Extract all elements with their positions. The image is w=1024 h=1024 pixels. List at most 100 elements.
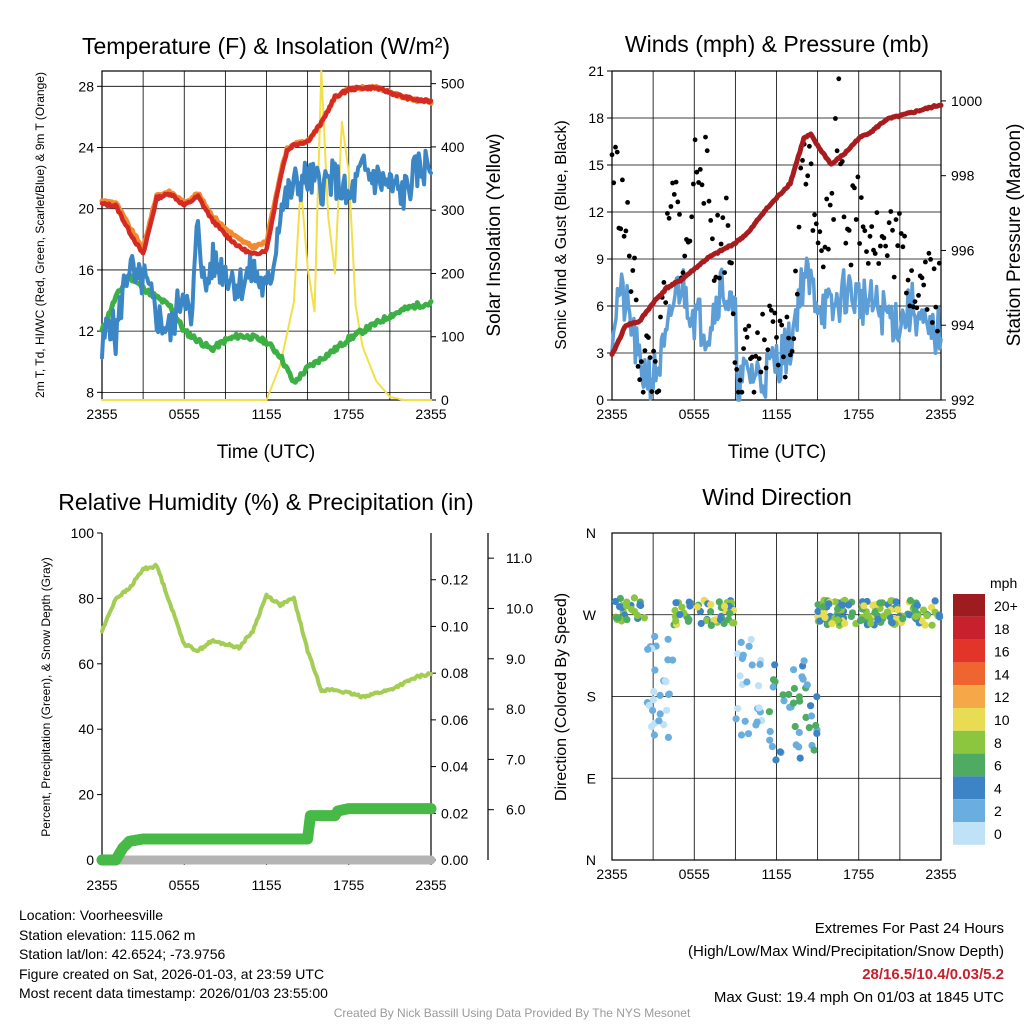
- dir-ytick-label: N: [586, 852, 596, 868]
- gust-point: [639, 359, 644, 364]
- direction-point: [765, 708, 774, 716]
- direction-point: [860, 602, 868, 610]
- station-info: Location: Voorheesville Station elevatio…: [19, 906, 328, 1004]
- gust-point: [718, 241, 724, 247]
- temp-y2tick-label: 400: [441, 139, 465, 155]
- colorbar-swatch: [953, 662, 985, 686]
- colorbar-label: 8: [994, 735, 1002, 751]
- wind-ylabel: Sonic Wind & Gust (Blue, Black): [553, 120, 570, 349]
- direction-point: [792, 741, 800, 749]
- rh-y2tick-label: 0.10: [441, 618, 468, 634]
- gust-point: [741, 346, 746, 351]
- gust-point: [855, 174, 861, 180]
- rh-xtick-label: 1755: [333, 877, 364, 893]
- gust-point: [791, 336, 797, 342]
- gust-point: [782, 374, 788, 380]
- gust-point: [800, 158, 805, 163]
- gust-point: [824, 196, 830, 202]
- gust-point: [898, 231, 904, 236]
- gust-point: [699, 182, 705, 188]
- colorbar-label: 10: [994, 712, 1010, 728]
- credit-line: Created By Nick Bassill Using Data Provi…: [333, 1006, 691, 1020]
- gust-point: [758, 369, 764, 375]
- direction-point: [796, 697, 804, 705]
- gust-point: [706, 198, 712, 204]
- colorbar-swatch: [953, 594, 985, 617]
- wind-xtick-label: 0555: [679, 406, 710, 422]
- wind-ytick-label: 18: [588, 110, 604, 126]
- station-elevation: Station elevation: 115.062 m: [19, 926, 196, 943]
- dir-xtick-label: 1755: [843, 866, 874, 882]
- gust-point: [746, 323, 752, 329]
- dir-xtick-label: 2355: [596, 866, 627, 882]
- gust-point: [755, 330, 760, 336]
- direction-point: [707, 621, 715, 630]
- direction-point: [816, 617, 824, 625]
- gust-point: [789, 348, 795, 354]
- direction-points: [611, 594, 944, 764]
- direction-point: [923, 612, 931, 620]
- direction-point: [789, 699, 798, 707]
- gust-point: [640, 389, 646, 395]
- gust-point: [658, 314, 663, 320]
- gust-point: [642, 348, 648, 353]
- direction-point: [931, 597, 939, 605]
- gust-point: [813, 221, 819, 227]
- speed-colorbar: mph 20+ 18 16 14 12 10 8 6 4 2 0: [953, 575, 1018, 845]
- gust-point: [710, 236, 715, 242]
- gust-point: [647, 355, 653, 360]
- rh-ytick-label: 40: [78, 721, 94, 737]
- direction-point: [663, 706, 671, 714]
- rh-xtick-label: 2355: [415, 877, 446, 893]
- colorbar-label: 6: [994, 758, 1002, 774]
- gust-point: [886, 220, 892, 226]
- gust-point: [682, 253, 688, 259]
- snow-tick-label: 8.0: [506, 701, 526, 717]
- direction-point: [919, 606, 928, 614]
- rh-ytick-label: 100: [71, 525, 95, 541]
- snow-tick-label: 7.0: [506, 751, 526, 767]
- direction-point: [770, 676, 778, 684]
- gust-point: [874, 210, 880, 216]
- direction-point: [661, 677, 669, 685]
- figure-created: Figure created on Sat, 2026-01-03, at 23…: [19, 965, 325, 982]
- rh-y2tick-label: 0.02: [441, 805, 468, 821]
- colorbar-label: 0: [994, 826, 1002, 842]
- gust-point: [625, 200, 630, 205]
- gust-point: [668, 204, 674, 209]
- gust-point: [689, 214, 695, 220]
- gust-point: [633, 297, 639, 303]
- gust-point: [869, 224, 875, 230]
- gust-point: [808, 161, 814, 167]
- gust-point: [852, 185, 857, 191]
- dir-xtick-label: 2355: [925, 866, 956, 882]
- gust-point: [661, 280, 667, 285]
- direction-point: [720, 619, 728, 628]
- temp-ylabel: 2m T, Td, HI/WC (Red, Green, Scarlet/Blu…: [33, 72, 47, 398]
- direction-point: [883, 608, 892, 616]
- gust-point: [696, 180, 701, 185]
- direction-point: [650, 731, 659, 739]
- direction-point: [796, 754, 804, 762]
- gust-point: [742, 327, 748, 332]
- gust-point: [905, 277, 911, 283]
- direction-point: [644, 645, 652, 653]
- latest-timestamp: Most recent data timestamp: 2026/01/03 2…: [19, 985, 328, 1001]
- gust-point: [720, 215, 726, 221]
- direction-point: [899, 615, 907, 623]
- direction-point: [665, 690, 673, 698]
- gust-point: [805, 173, 811, 179]
- direction-point: [656, 691, 664, 700]
- gust-point: [704, 148, 710, 154]
- wind-ytick-label: 3: [596, 345, 604, 361]
- dir-ytick-label: W: [583, 607, 597, 623]
- direction-point: [684, 617, 693, 625]
- colorbar-swatch: [953, 616, 985, 640]
- temp-ytick-label: 16: [78, 262, 94, 278]
- direction-point: [726, 609, 734, 618]
- direction-point: [769, 683, 777, 691]
- direction-point: [672, 617, 680, 625]
- direction-point: [743, 678, 751, 686]
- rh-xtick-label: 2355: [86, 877, 117, 893]
